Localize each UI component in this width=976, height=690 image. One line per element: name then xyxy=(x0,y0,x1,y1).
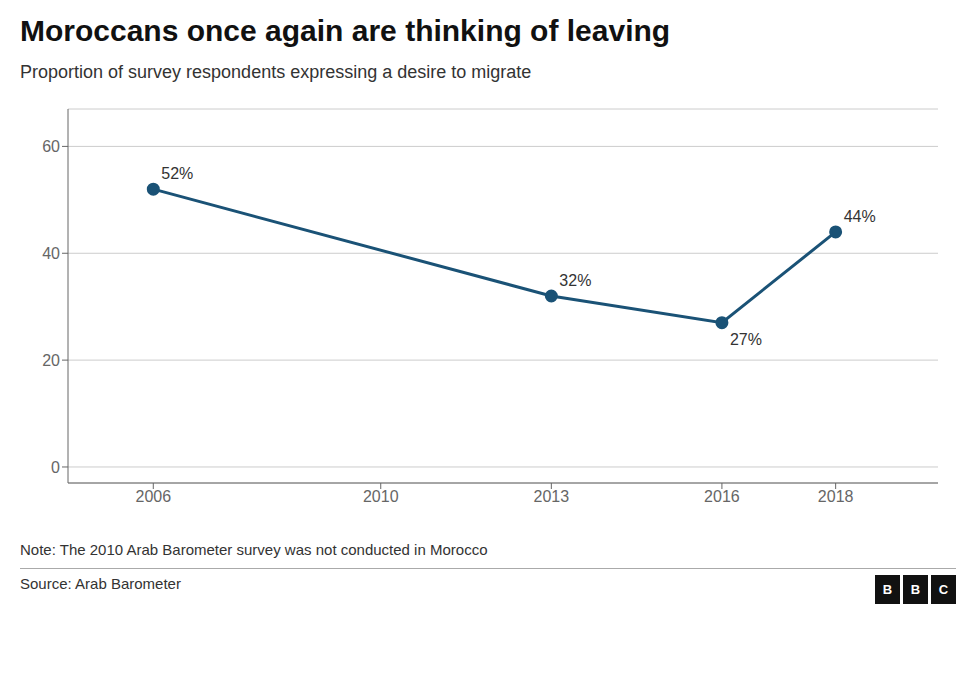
svg-text:0: 0 xyxy=(51,459,60,476)
svg-text:32%: 32% xyxy=(559,272,591,289)
html-text:Proportion of survey responden: Proportion of survey respondents express… xyxy=(20,62,532,82)
svg-text:44%: 44% xyxy=(844,208,876,225)
svg-text:2018: 2018 xyxy=(818,488,854,505)
svg-text:40: 40 xyxy=(42,245,60,262)
html-text:Moroccans once again are think: Moroccans once again are thinking of lea… xyxy=(20,14,671,47)
svg-text:27%: 27% xyxy=(730,331,762,348)
svg-text:2010: 2010 xyxy=(363,488,399,505)
html-text:Source: Arab Barometer: Source: Arab Barometer xyxy=(20,575,181,592)
svg-text:60: 60 xyxy=(42,138,60,155)
svg-text:2016: 2016 xyxy=(704,488,740,505)
html-text:B: B xyxy=(882,582,893,597)
html-text:Note: The 2010 Arab Barometer: Note: The 2010 Arab Barometer survey was… xyxy=(20,541,488,558)
html-text:B: B xyxy=(910,582,921,597)
svg-text:20: 20 xyxy=(42,352,60,369)
html-text:C: C xyxy=(938,582,949,597)
svg-text:2013: 2013 xyxy=(534,488,570,505)
svg-text:2006: 2006 xyxy=(135,488,171,505)
svg-text:52%: 52% xyxy=(161,165,193,182)
